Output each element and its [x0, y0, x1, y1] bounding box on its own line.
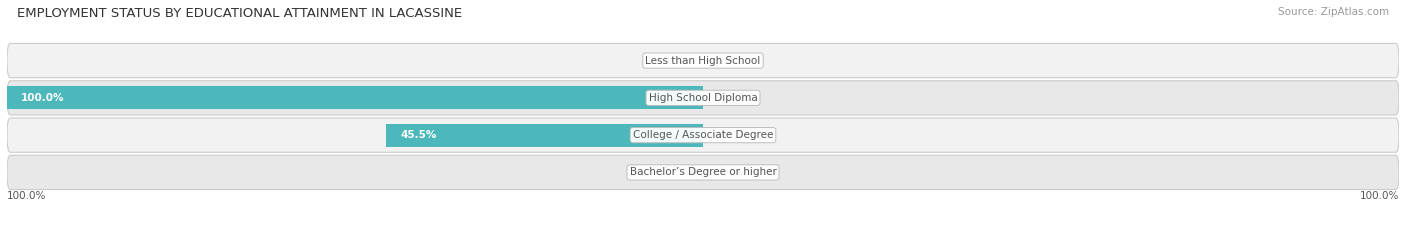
Text: 0.0%: 0.0% [662, 56, 689, 65]
Text: EMPLOYMENT STATUS BY EDUCATIONAL ATTAINMENT IN LACASSINE: EMPLOYMENT STATUS BY EDUCATIONAL ATTAINM… [17, 7, 463, 20]
Text: High School Diploma: High School Diploma [648, 93, 758, 103]
Text: Source: ZipAtlas.com: Source: ZipAtlas.com [1278, 7, 1389, 17]
Text: 0.0%: 0.0% [717, 168, 744, 177]
Text: 45.5%: 45.5% [401, 130, 437, 140]
Text: Bachelor’s Degree or higher: Bachelor’s Degree or higher [630, 168, 776, 177]
Text: 100.0%: 100.0% [7, 191, 46, 201]
Text: 100.0%: 100.0% [1360, 191, 1399, 201]
Text: 0.0%: 0.0% [717, 130, 744, 140]
FancyBboxPatch shape [7, 43, 1399, 78]
Text: 0.0%: 0.0% [717, 56, 744, 65]
Text: 0.0%: 0.0% [717, 93, 744, 103]
Text: 0.0%: 0.0% [662, 168, 689, 177]
Bar [7, 86, 703, 110]
FancyBboxPatch shape [7, 155, 1399, 190]
Text: 100.0%: 100.0% [21, 93, 65, 103]
Text: College / Associate Degree: College / Associate Degree [633, 130, 773, 140]
FancyBboxPatch shape [7, 81, 1399, 115]
FancyBboxPatch shape [7, 118, 1399, 152]
Bar [387, 123, 703, 147]
Text: Less than High School: Less than High School [645, 56, 761, 65]
